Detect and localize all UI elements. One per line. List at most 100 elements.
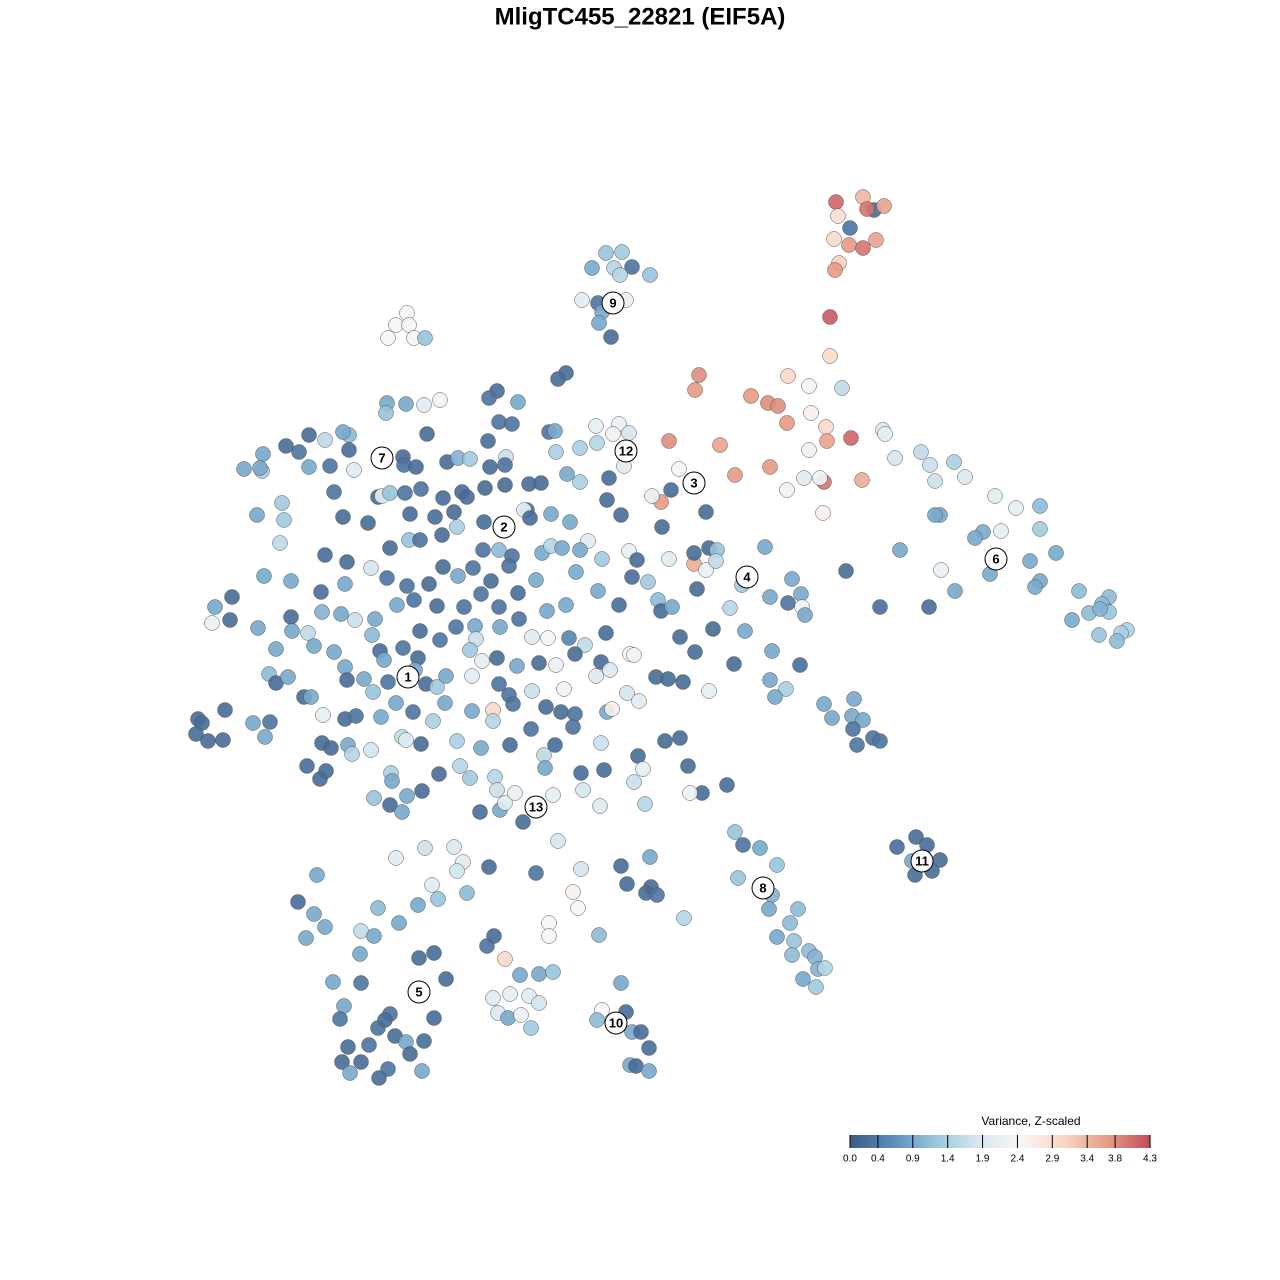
point [353,923,369,939]
cluster-label: 1 [404,669,411,684]
point [397,485,413,501]
point [537,760,553,776]
point [701,683,717,699]
point [803,405,819,421]
point [262,714,278,730]
point [353,975,369,991]
cluster-marker [735,565,759,589]
cluster-label: 6 [992,551,999,566]
point [784,947,800,963]
point [550,371,566,387]
point [641,1040,657,1056]
point [660,671,676,687]
point [675,674,691,690]
point [735,837,751,853]
point [947,583,963,599]
point [957,469,973,485]
point [336,998,352,1014]
point [482,459,498,475]
point [412,623,428,639]
point [425,713,441,729]
point [497,477,513,493]
point [401,317,417,333]
point [641,1063,657,1079]
point [786,933,802,949]
point [540,630,556,646]
point [268,641,284,657]
point [613,975,629,991]
point [391,915,407,931]
point [559,466,575,482]
point [467,618,483,634]
point [602,662,618,678]
point [497,951,513,967]
point [317,919,333,935]
point [380,674,396,690]
point [574,292,590,308]
point [842,220,858,236]
point [502,737,518,753]
point [382,540,398,556]
point [598,625,614,641]
point [588,668,604,684]
point [379,570,395,586]
point [657,733,673,749]
point [889,839,905,855]
point [421,576,437,592]
point [398,732,414,748]
point [341,442,357,458]
point [417,840,433,856]
point [769,929,785,945]
point [908,829,924,845]
point [635,761,651,777]
point [539,603,555,619]
point [464,703,480,719]
point [528,865,544,881]
point [838,563,854,579]
point [413,736,429,752]
point [284,623,300,639]
point [819,433,835,449]
point [792,657,808,673]
point [599,492,615,508]
point [483,573,499,589]
colorbar-tick-label: 0.9 [906,1154,920,1165]
point [541,928,557,944]
point [438,971,454,987]
point [624,259,640,275]
point [446,504,462,520]
point [619,685,635,701]
point [575,782,591,798]
point [437,695,453,711]
point [309,867,325,883]
point [779,415,795,431]
point [431,766,447,782]
point [406,592,422,608]
point [283,573,299,589]
point [413,481,429,497]
point [538,699,554,715]
point [363,742,379,758]
point [664,599,680,615]
point [543,506,559,522]
cluster-marker [682,471,706,495]
point [846,691,862,707]
point [649,887,665,903]
point [531,655,547,671]
point [621,425,637,441]
point [256,568,272,584]
point [592,798,608,814]
point [815,505,831,521]
point [473,586,489,602]
point [474,653,490,669]
point [313,584,329,600]
cluster-label: 9 [609,295,616,310]
colorbar-title: Variance, Z-scaled [981,1114,1080,1128]
point [855,240,871,256]
colorbar-tick-label: 1.4 [941,1154,955,1165]
point [548,444,564,460]
point [464,668,480,684]
point [476,514,492,530]
point [913,444,929,460]
point [523,1020,539,1036]
